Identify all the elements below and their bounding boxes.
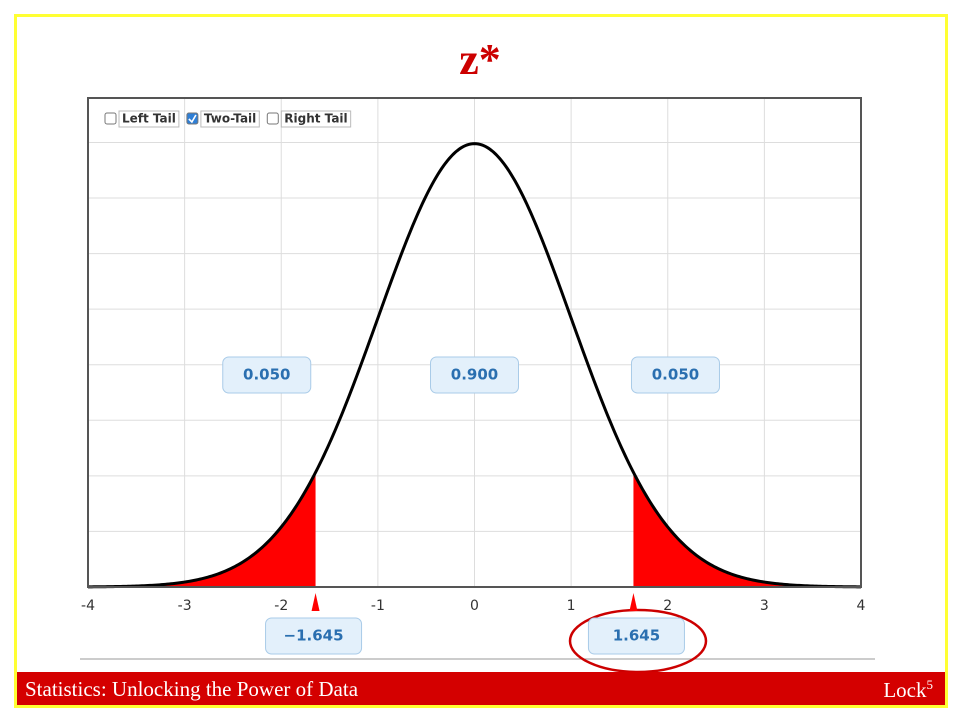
option-frame <box>118 110 180 128</box>
plot-border <box>87 97 862 588</box>
area-label-box <box>630 356 720 394</box>
x-tick-label: -4 <box>81 598 95 614</box>
x-tick-label: 4 <box>857 598 866 614</box>
x-tick-label: 0 <box>470 598 479 614</box>
footer: Statistics: Unlocking the Power of Data … <box>17 672 945 705</box>
option-label[interactable]: Two-Tail <box>204 112 256 126</box>
area-label-box <box>222 356 312 394</box>
option-label[interactable]: Right Tail <box>284 112 347 126</box>
check-mark <box>188 114 197 124</box>
slide-border <box>14 14 948 708</box>
x-tick-label: 2 <box>663 598 672 614</box>
chart-title: z* <box>459 35 501 84</box>
checkbox[interactable] <box>266 112 279 125</box>
footer-brand: Lock5 <box>883 677 933 703</box>
x-tick-label: -3 <box>178 598 192 614</box>
option-frame <box>200 110 260 128</box>
option-label[interactable]: Left Tail <box>122 112 176 126</box>
area-label-box <box>430 356 519 394</box>
option-frame <box>280 110 352 128</box>
footer-text: Statistics: Unlocking the Power of Data <box>25 677 359 701</box>
x-tick-label: 1 <box>567 598 576 614</box>
tail-area <box>633 472 861 587</box>
area-label: 0.900 <box>451 366 498 384</box>
cutoff-label-box <box>587 617 685 655</box>
cutoff-marker <box>629 593 638 611</box>
area-label: 0.050 <box>243 366 290 384</box>
brand-sup: 5 <box>926 677 934 692</box>
brand: Lock <box>883 678 927 702</box>
cutoff-label: 1.645 <box>613 627 660 645</box>
cutoff-label: −1.645 <box>284 627 344 645</box>
x-tick-label: -1 <box>371 598 385 614</box>
x-tick-label: -2 <box>274 598 288 614</box>
area-label: 0.050 <box>652 366 699 384</box>
checkbox[interactable] <box>104 112 117 125</box>
cutoff-label-box <box>265 617 363 655</box>
density-curve <box>87 142 862 589</box>
tail-area <box>88 472 316 587</box>
x-tick-label: 3 <box>760 598 769 614</box>
cutoff-marker <box>311 593 320 611</box>
